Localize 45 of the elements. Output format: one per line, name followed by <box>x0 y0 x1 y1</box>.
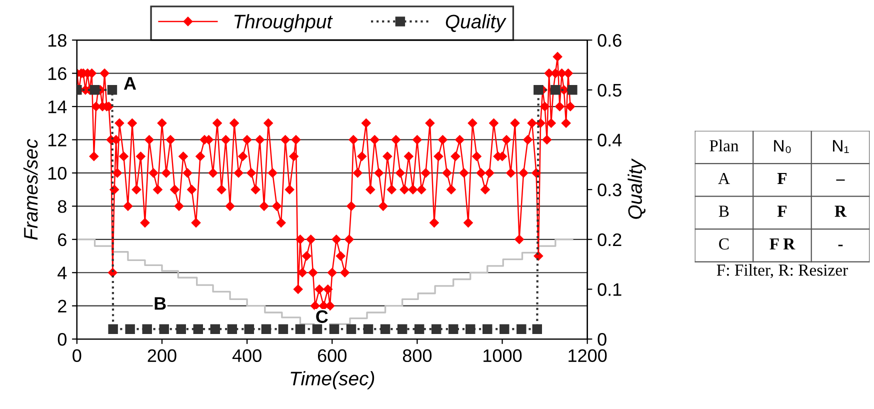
text: R <box>834 206 847 217</box>
y2-tick-label: 0.5 <box>598 84 622 97</box>
y-tick-label: 2 <box>58 300 66 312</box>
y-tick-label: 4 <box>58 266 67 280</box>
y2-axis-title: Quality <box>628 158 646 219</box>
y-tick-label: 16 <box>48 67 66 80</box>
x-tick-label: 1000 <box>484 349 522 362</box>
y-tick-label: 0 <box>58 332 66 346</box>
y-tick-label: 10 <box>48 166 66 180</box>
text: B <box>718 206 729 217</box>
text: F <box>777 173 787 184</box>
text: C <box>719 238 729 250</box>
x-tick-label: 0 <box>72 349 82 362</box>
y-tick-label: 6 <box>58 233 66 246</box>
x-axis-title: Time(sec) <box>290 371 374 390</box>
y2-tick-label: 0.1 <box>598 283 622 296</box>
text: F <box>777 206 787 217</box>
legend-label: Quality <box>446 14 506 32</box>
x-tick-label: 200 <box>148 349 176 362</box>
x-tick-label: 400 <box>232 349 262 362</box>
text: F R <box>770 238 796 250</box>
annotation: C <box>316 310 328 323</box>
y2-tick-label: 0.2 <box>598 233 622 246</box>
legend-label: Throughput <box>234 14 333 32</box>
y2-tick-label: 0.3 <box>598 184 622 196</box>
category-label: Plan <box>710 140 739 152</box>
category-label: N₀ <box>774 140 791 154</box>
text: A <box>718 172 730 184</box>
x-tick-label: 800 <box>402 349 432 362</box>
annotation: A <box>124 77 136 90</box>
y2-tick-label: 0.6 <box>598 34 622 47</box>
y-tick-label: 8 <box>58 200 66 213</box>
text: F: Filter, R: Resizer <box>716 264 848 278</box>
y-tick-label: 18 <box>48 34 66 47</box>
x-tick-label: 600 <box>318 349 346 362</box>
annotation: B <box>154 297 166 310</box>
y2-tick-label: 0 <box>598 332 606 346</box>
y-axis-title: Frames/sec <box>23 139 38 240</box>
y2-tick-label: 0.4 <box>598 134 622 146</box>
y-tick-label: 14 <box>48 100 67 114</box>
text: - <box>838 244 843 246</box>
text: – <box>836 180 845 181</box>
category-label: N₁ <box>833 140 849 153</box>
y-tick-label: 12 <box>48 134 66 146</box>
x-tick-label: 1200 <box>568 349 607 362</box>
